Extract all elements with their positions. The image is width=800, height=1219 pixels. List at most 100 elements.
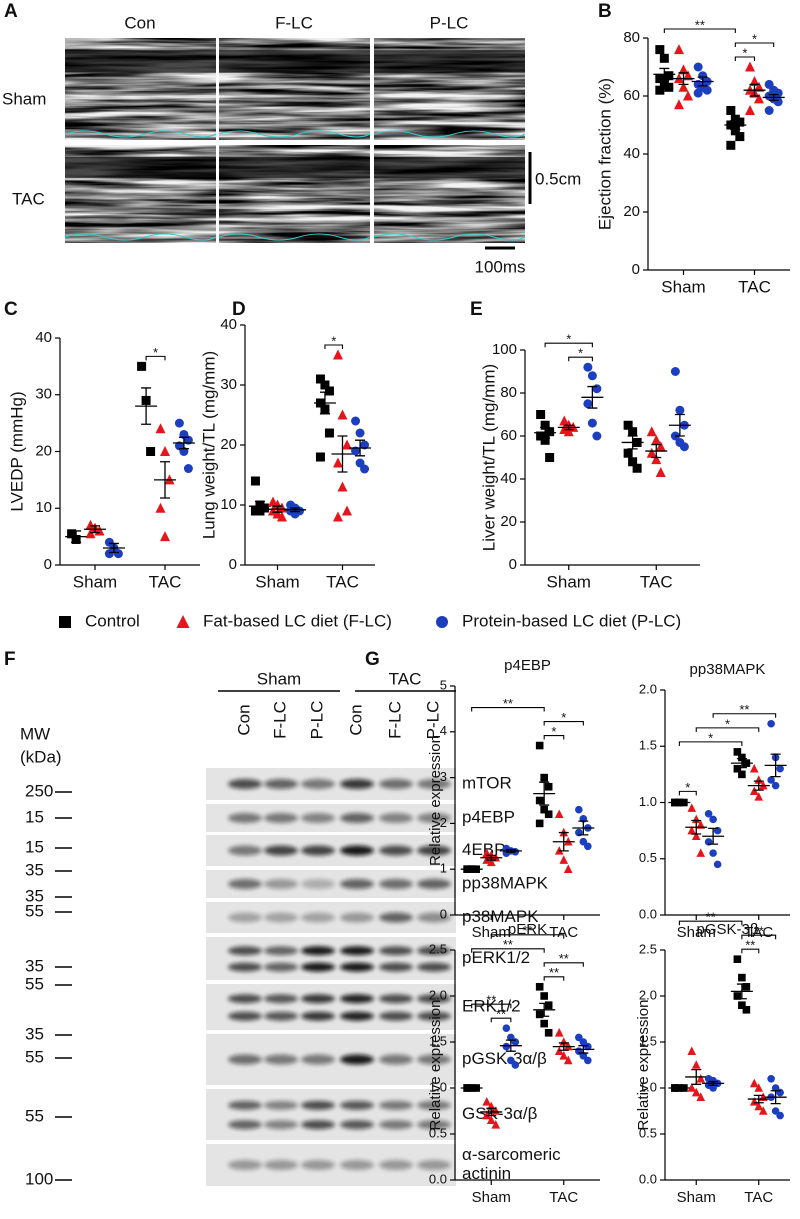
data-point bbox=[502, 1042, 511, 1051]
blot-band bbox=[379, 1011, 413, 1021]
blot-band bbox=[301, 962, 335, 972]
data-point bbox=[554, 1028, 564, 1037]
significance-label: * bbox=[578, 346, 583, 361]
blot-strip bbox=[206, 984, 456, 1030]
significance-bracket bbox=[543, 734, 565, 740]
data-point bbox=[776, 1111, 784, 1120]
sem-bar bbox=[558, 831, 569, 852]
blot-band bbox=[228, 1160, 262, 1170]
data-point bbox=[536, 410, 546, 419]
significance-bracket bbox=[712, 713, 777, 718]
y-tick-label: 0 bbox=[632, 261, 640, 278]
significance-bracket bbox=[145, 355, 166, 361]
blot-band bbox=[379, 813, 413, 823]
y-tick-label: 100 bbox=[492, 341, 517, 358]
legend-label: Fat-based LC diet (F-LC) bbox=[203, 611, 392, 630]
data-point bbox=[351, 416, 361, 426]
x-tick-label: Sham bbox=[661, 277, 705, 296]
data-point bbox=[709, 815, 717, 824]
x-tick-label: Sham bbox=[677, 924, 716, 941]
significance-label: * bbox=[725, 716, 730, 731]
blot-band bbox=[340, 779, 374, 789]
sem-bar bbox=[486, 854, 497, 861]
data-point bbox=[687, 1083, 697, 1092]
blot-band bbox=[264, 946, 298, 956]
blot-band bbox=[301, 879, 335, 889]
data-point bbox=[664, 82, 674, 92]
row-label: TAC bbox=[12, 189, 45, 208]
mw-label: 55 bbox=[25, 1047, 44, 1066]
blot-band bbox=[379, 1160, 413, 1170]
blot-band bbox=[228, 946, 262, 956]
data-point bbox=[137, 361, 147, 371]
data-point bbox=[745, 61, 755, 72]
y-tick-label: 60 bbox=[500, 427, 517, 444]
data-point bbox=[592, 384, 602, 394]
sem-bar bbox=[730, 120, 741, 130]
data-point bbox=[333, 349, 343, 360]
sem-bar bbox=[319, 391, 330, 415]
data-point bbox=[540, 773, 548, 782]
y-tick-label: 2.0 bbox=[429, 987, 447, 1002]
blot-band bbox=[379, 1054, 413, 1065]
panel-letter: B bbox=[598, 1, 612, 22]
x-tick-label: TAC bbox=[744, 924, 773, 941]
blot-strip bbox=[206, 1089, 456, 1140]
significance-bracket bbox=[471, 706, 545, 712]
sem-bar bbox=[290, 507, 301, 513]
blot-band bbox=[264, 1011, 298, 1021]
data-point bbox=[767, 776, 775, 784]
data-point bbox=[342, 439, 352, 450]
data-point bbox=[623, 420, 633, 430]
blot-band bbox=[340, 1100, 374, 1110]
mw-label: 35 bbox=[25, 860, 44, 879]
y-tick-label: 1.5 bbox=[429, 1033, 447, 1048]
sem-bar bbox=[708, 1080, 719, 1086]
y-tick-label: 3 bbox=[440, 769, 447, 784]
data-point bbox=[683, 70, 693, 81]
x-tick-label: Sham bbox=[547, 572, 591, 591]
mw-label: 100 bbox=[25, 1169, 53, 1188]
y-tick-label: 2 bbox=[440, 815, 447, 830]
significance-label: * bbox=[708, 730, 713, 745]
data-point bbox=[563, 426, 574, 437]
blot-band bbox=[340, 1120, 374, 1130]
data-point bbox=[678, 81, 689, 92]
sem-bar bbox=[558, 1042, 569, 1051]
data-point bbox=[544, 782, 553, 791]
data-point bbox=[674, 44, 684, 55]
data-point bbox=[655, 467, 666, 478]
legend-marker bbox=[176, 615, 190, 628]
data-point bbox=[646, 426, 657, 437]
significance-bracket bbox=[471, 948, 545, 953]
blot-band bbox=[340, 1160, 374, 1170]
echo-dark-band bbox=[374, 156, 525, 179]
sem-bar bbox=[587, 385, 598, 409]
data-point bbox=[738, 753, 746, 762]
data-point bbox=[559, 415, 570, 426]
blot-label: 4EBP bbox=[462, 840, 505, 859]
significance-label: ** bbox=[486, 993, 496, 1008]
data-point bbox=[502, 1024, 511, 1032]
sem-bar bbox=[141, 387, 152, 425]
column-label: F-LC bbox=[275, 13, 313, 32]
data-point bbox=[749, 763, 759, 773]
data-point bbox=[544, 810, 553, 819]
data-point bbox=[767, 719, 775, 728]
data-point bbox=[735, 117, 745, 127]
x-tick-label: TAC bbox=[738, 277, 771, 296]
mw-label: 55 bbox=[25, 974, 44, 993]
significance-bracket bbox=[695, 727, 760, 732]
blot-label: actinin bbox=[462, 1164, 511, 1183]
sem-bar bbox=[627, 435, 638, 450]
blot-band bbox=[228, 994, 262, 1004]
significance-bracket bbox=[543, 976, 565, 981]
blot-band bbox=[264, 879, 298, 889]
data-point bbox=[324, 428, 334, 438]
data-point bbox=[742, 1006, 751, 1014]
sem-bar bbox=[736, 757, 747, 769]
data-point bbox=[646, 447, 657, 458]
data-point bbox=[738, 770, 746, 779]
significance-label: ** bbox=[754, 924, 764, 939]
data-point bbox=[651, 434, 662, 445]
